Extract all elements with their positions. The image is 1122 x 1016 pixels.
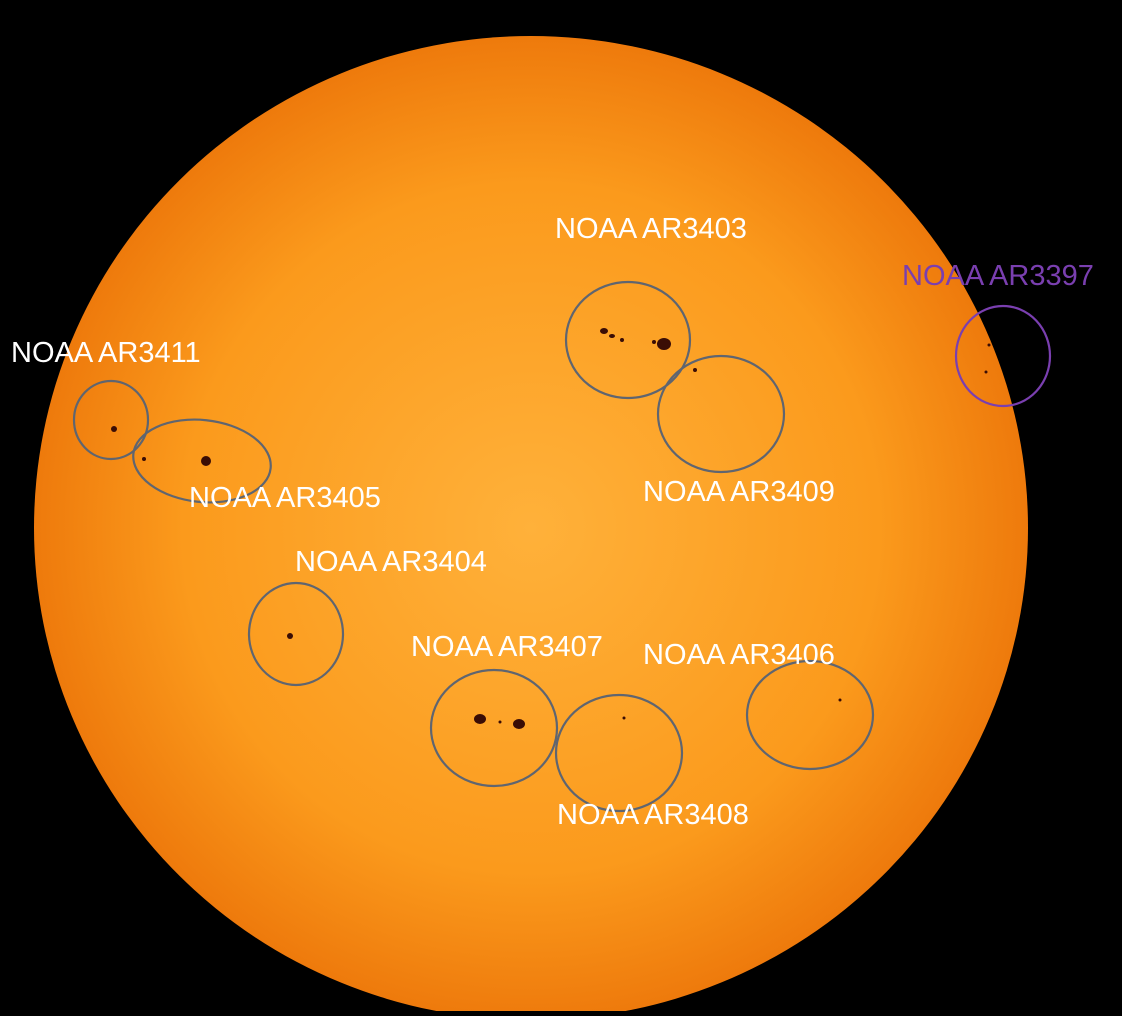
- region-label-ar3408: NOAA AR3408: [557, 799, 749, 831]
- sunspot: [622, 716, 626, 720]
- region-label-ar3403: NOAA AR3403: [555, 213, 747, 245]
- region-label-ar3409: NOAA AR3409: [643, 476, 835, 508]
- sunspot: [513, 719, 525, 729]
- region-circle-ar3403[interactable]: [564, 280, 692, 400]
- sunspot: [652, 340, 656, 344]
- region-circle-ar3405[interactable]: [129, 413, 275, 509]
- sun-disk: [34, 36, 1028, 1016]
- region-circle-ar3404[interactable]: [247, 581, 345, 687]
- sunspot: [620, 338, 624, 342]
- sunspot: [984, 370, 988, 374]
- sunspot: [609, 334, 615, 338]
- region-label-ar3406: NOAA AR3406: [643, 639, 835, 671]
- sunspot: [201, 456, 211, 466]
- region-label-ar3405: NOAA AR3405: [189, 482, 381, 514]
- region-circle-ar3409[interactable]: [656, 354, 786, 474]
- sunspot: [111, 426, 117, 432]
- sunspot: [693, 368, 697, 372]
- sunspot: [838, 698, 842, 702]
- sunspot: [498, 720, 502, 724]
- sunspot: [287, 633, 293, 639]
- region-circle-ar3407[interactable]: [429, 668, 559, 788]
- sunspot: [657, 338, 671, 350]
- region-label-ar3404: NOAA AR3404: [295, 546, 487, 578]
- sunspot: [987, 343, 991, 347]
- region-label-ar3411: NOAA AR3411: [11, 337, 201, 369]
- region-circle-ar3408[interactable]: [554, 693, 684, 813]
- sunspots: [111, 328, 991, 729]
- sunspot: [600, 328, 608, 334]
- region-circle-ar3406[interactable]: [745, 659, 875, 771]
- sunspot: [474, 714, 486, 724]
- region-label-ar3407: NOAA AR3407: [411, 631, 603, 663]
- region-circle-ar3397[interactable]: [954, 304, 1052, 408]
- sunspot: [142, 457, 146, 461]
- region-circle-ar3411[interactable]: [72, 379, 150, 461]
- region-label-ar3397: NOAA AR3397: [902, 260, 1094, 292]
